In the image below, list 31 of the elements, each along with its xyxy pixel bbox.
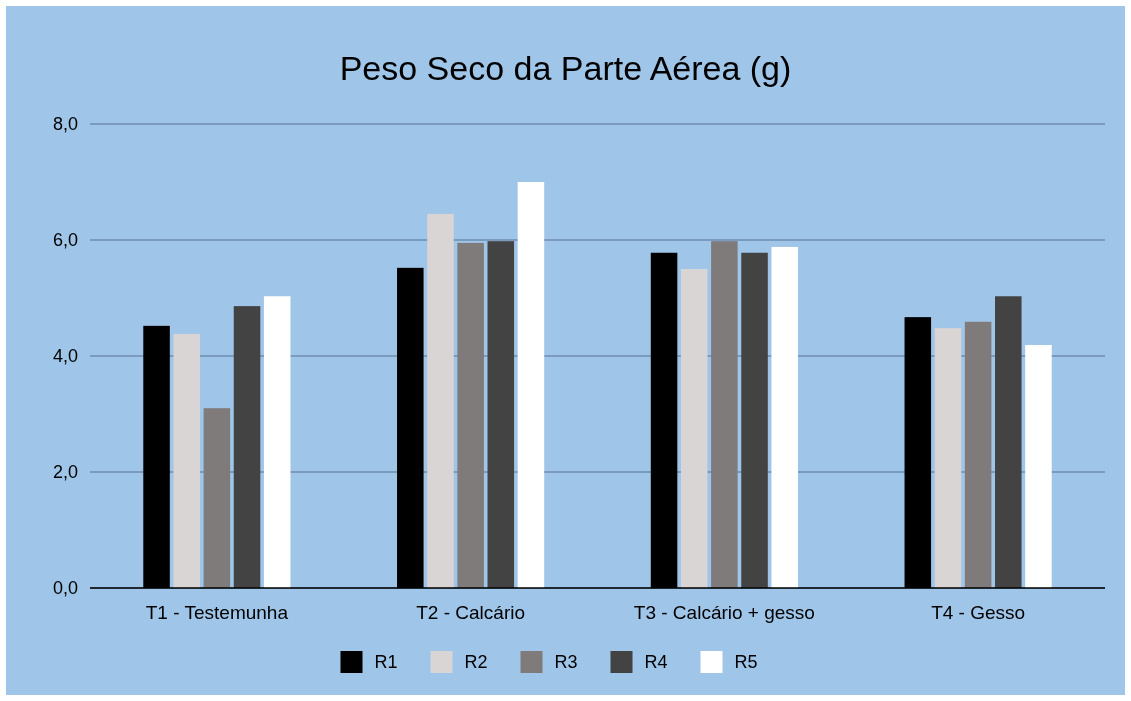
bar xyxy=(964,321,992,588)
y-tick-label: 6,0 xyxy=(52,230,78,251)
bar xyxy=(203,408,231,588)
bar xyxy=(680,269,708,588)
x-tick-label: T4 - Gesso xyxy=(931,602,1026,623)
bar xyxy=(1025,344,1052,588)
chart-title: Peso Seco da Parte Aérea (g) xyxy=(339,49,792,87)
y-tick-label: 2,0 xyxy=(52,462,78,483)
x-tick-label: T2 - Calcário xyxy=(416,602,525,623)
bar xyxy=(771,246,798,588)
legend-label: R1 xyxy=(374,652,398,673)
bar xyxy=(233,306,261,588)
y-tick-label: 8,0 xyxy=(52,114,78,135)
x-tick-label: T1 - Testemunha xyxy=(145,602,289,623)
legend-label: R4 xyxy=(644,652,668,673)
bar xyxy=(487,241,515,588)
x-tick-label: T3 - Calcário + gesso xyxy=(633,602,815,623)
bar xyxy=(457,242,484,588)
legend-label: R5 xyxy=(734,652,758,673)
bar xyxy=(711,241,738,588)
bar xyxy=(517,182,545,588)
bar xyxy=(173,333,200,588)
legend-label: R3 xyxy=(554,652,578,673)
y-tick-label: 0,0 xyxy=(52,578,78,599)
legend-label: R2 xyxy=(464,652,488,673)
bar xyxy=(934,328,962,588)
bar xyxy=(741,252,768,588)
y-tick-label: 4,0 xyxy=(52,346,78,367)
bar xyxy=(995,296,1022,588)
bar xyxy=(427,213,454,588)
bar xyxy=(263,296,291,588)
